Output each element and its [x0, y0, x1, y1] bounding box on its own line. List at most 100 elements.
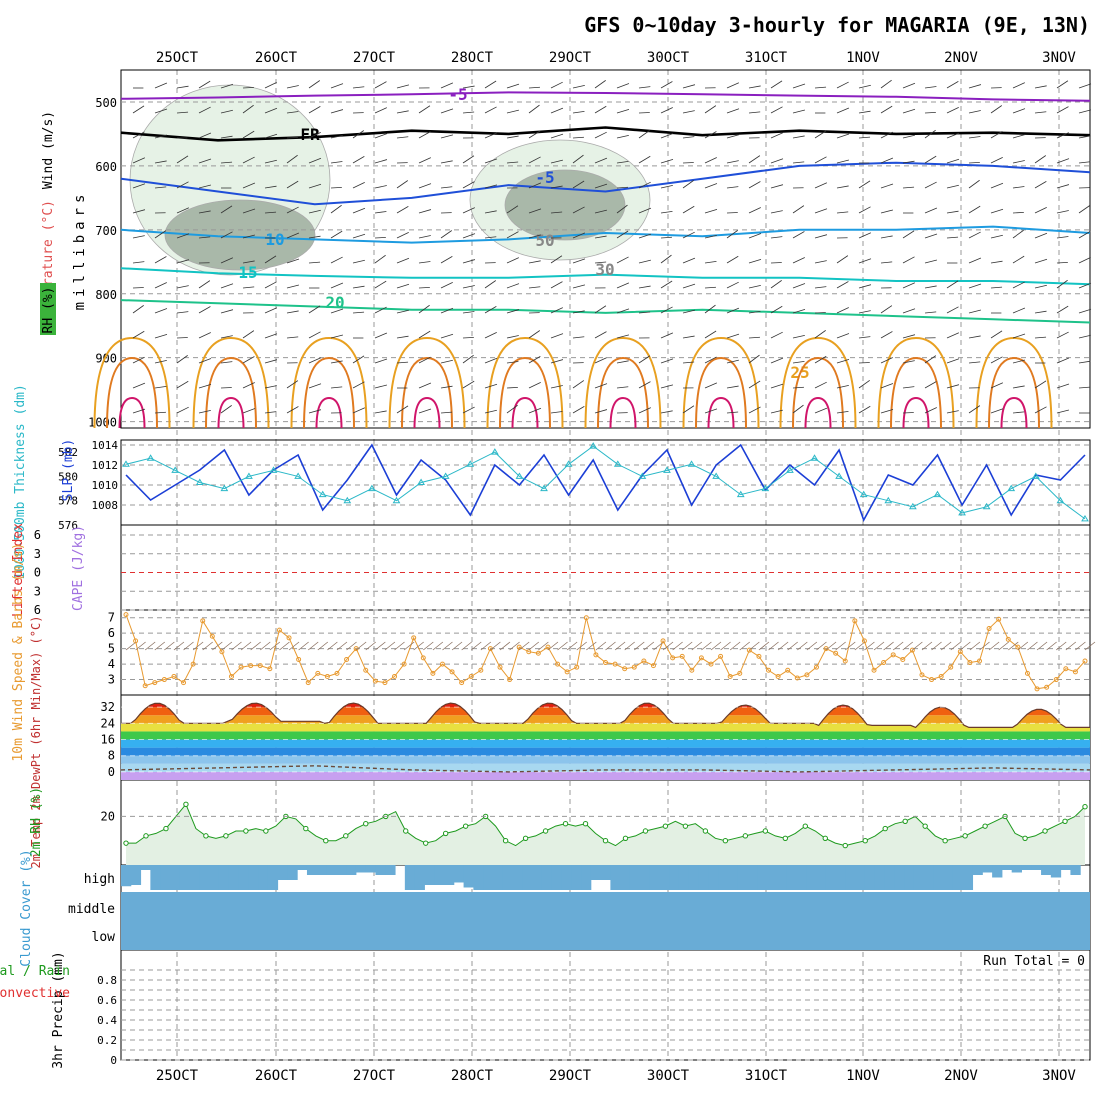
wind-barb [925, 208, 937, 213]
wind-barb [969, 206, 980, 213]
rh2m-marker [783, 836, 787, 840]
cloud-low-mid [121, 892, 1090, 950]
wind-barb [683, 137, 694, 138]
wind-barb [727, 187, 738, 188]
wind-barb [969, 406, 980, 413]
wind-barb [727, 282, 739, 288]
wind-barb [859, 181, 870, 188]
wind-barb [749, 182, 760, 188]
wind-barb [991, 235, 1003, 238]
wind-barb [661, 133, 673, 138]
wind-barb [881, 184, 893, 188]
wind-barb [1013, 308, 1025, 313]
wind-barb [903, 83, 915, 88]
wind-tick: 6 [108, 626, 115, 640]
wind-barb [529, 330, 540, 338]
li-tick: 0 [34, 566, 41, 580]
slp-tick: 1014 [92, 439, 119, 452]
wind-barb [243, 287, 254, 288]
slp-line [126, 445, 1085, 520]
wind-barb [661, 237, 672, 238]
wind-barb [837, 256, 848, 263]
wind-barb [375, 82, 386, 88]
wind-barb [419, 132, 430, 138]
date-label-top: 31OCT [745, 50, 788, 66]
wind-barb [771, 237, 782, 238]
wind-barb [133, 236, 145, 238]
wind-barb [441, 360, 453, 363]
wind-barb [771, 211, 783, 213]
rh2m-marker [703, 829, 707, 833]
rh2m-marker [583, 822, 587, 826]
wind-barb [925, 156, 936, 163]
wind-barb [947, 237, 958, 238]
wind-barb [309, 106, 320, 113]
wind-barb [771, 159, 783, 163]
wind-barb [749, 285, 761, 288]
pressure-tick: 800 [95, 288, 117, 302]
wind-barb [837, 212, 848, 213]
wind-barb [727, 109, 739, 113]
wind-barb [353, 312, 364, 313]
rh2m-marker [923, 824, 927, 828]
wind-barb [903, 283, 915, 288]
wind-barb [859, 285, 871, 288]
wind-barb [573, 337, 584, 338]
wind-barb [155, 282, 167, 288]
wind-barb [199, 332, 211, 338]
wind-barb [661, 82, 672, 88]
warm-contour [194, 338, 269, 428]
temp-tick: 24 [101, 716, 115, 730]
wind-barb [375, 237, 386, 238]
warm-contour [415, 398, 440, 428]
cloud-level-label: middle [68, 902, 115, 917]
warm-contour [586, 338, 661, 428]
warm-contour [292, 338, 367, 428]
rh2m-marker [863, 839, 867, 843]
wind-barb [1013, 109, 1025, 113]
wind-tick: 3 [108, 673, 115, 687]
wind-barb [463, 311, 474, 313]
wind-barb [969, 310, 981, 313]
wind-barb [771, 81, 782, 88]
wind-barb [661, 185, 673, 188]
wind-barb [265, 360, 277, 363]
wind-barb [243, 331, 254, 338]
date-label-top: 29OCT [549, 50, 592, 66]
wind-barb [639, 156, 650, 163]
wind-barb [727, 334, 739, 338]
wind-barb [463, 381, 474, 388]
wind-barb [155, 83, 167, 88]
wind-barb [221, 284, 233, 288]
wind-barb [419, 261, 430, 263]
precip-tick: 0.8 [97, 974, 117, 987]
wind-barb [419, 331, 430, 338]
rh2m-marker [1023, 836, 1027, 840]
wind-barb [507, 405, 518, 413]
wind10m-barb [778, 642, 788, 650]
rh2m-marker [963, 834, 967, 838]
chart-title: GFS 0~10day 3-hourly for MAGARIA (9E, 13… [584, 13, 1090, 37]
wind-barb [441, 230, 452, 238]
wind-barb [573, 111, 584, 113]
wind-barb [903, 387, 914, 388]
date-label-bottom: 26OCT [255, 1068, 298, 1084]
date-label-top: 25OCT [156, 50, 199, 66]
wind-barb [419, 210, 431, 213]
wind-barb [617, 283, 629, 288]
wind-barb [1079, 361, 1091, 363]
rh2m-marker [843, 843, 847, 847]
wind-barb [639, 286, 651, 288]
rh2m-marker [823, 836, 827, 840]
wind-barb [705, 209, 717, 213]
warm-contour [304, 358, 354, 428]
panel-frame-wind [121, 610, 1090, 695]
wind-barb [925, 286, 937, 288]
wind-barb [925, 260, 937, 263]
date-label-top: 27OCT [353, 50, 396, 66]
wind-barb [925, 182, 937, 188]
date-label-bottom: 2NOV [944, 1068, 978, 1084]
cloud-high-bg [121, 865, 1090, 890]
wind-barb [1013, 334, 1025, 338]
